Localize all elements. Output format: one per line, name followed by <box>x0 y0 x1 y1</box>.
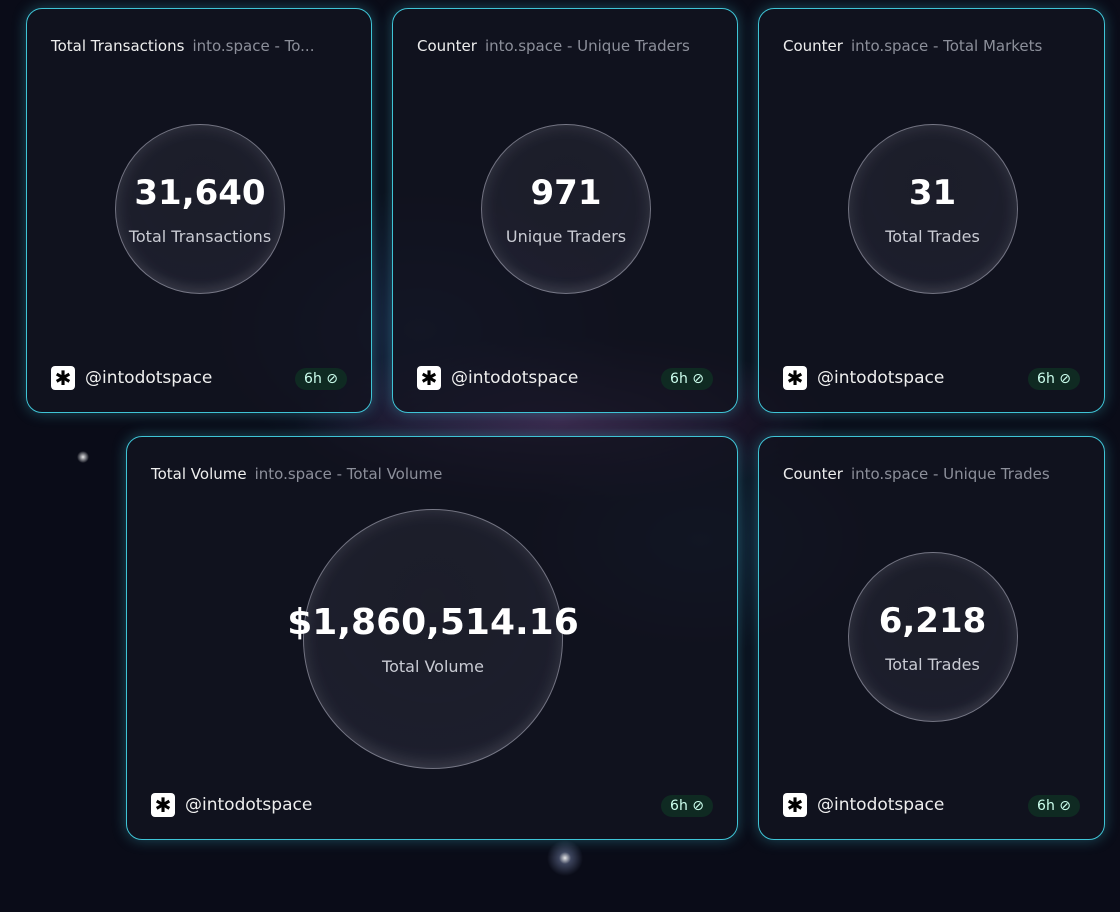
author-link[interactable]: ✱ @intodotspace <box>783 366 944 390</box>
card-header: Counter into.space - Unique Trades <box>783 465 1050 483</box>
author-link[interactable]: ✱ @intodotspace <box>151 793 312 817</box>
refresh-badge[interactable]: 6h ⊘ <box>661 795 713 817</box>
metric-value: $1,860,514.16 <box>287 602 579 643</box>
metric-card[interactable]: Counter into.space - Total Markets 31 Tot… <box>758 8 1105 413</box>
value-bubble: 971 Unique Traders <box>481 124 651 294</box>
card-title: Counter <box>783 37 843 55</box>
author-handle: @intodotspace <box>817 795 945 815</box>
logo-icon: ✱ <box>151 793 175 817</box>
metric-label: Total Volume <box>382 657 484 676</box>
card-subtitle: into.space - Unique Traders <box>484 37 690 55</box>
author-handle: @intodotspace <box>85 368 213 388</box>
metric-card[interactable]: Total Volume into.space - Total Volume $1… <box>126 436 738 840</box>
metric-value: 6,218 <box>878 600 987 641</box>
card-header: Total Volume into.space - Total Volume <box>151 465 442 483</box>
card-header: Total Transactions into.space - To... <box>51 37 314 55</box>
author-handle: @intodotspace <box>185 795 313 815</box>
value-bubble: 31,640 Total Transactions <box>115 124 285 294</box>
card-header: Counter into.space - Unique Traders <box>417 37 690 55</box>
author-link[interactable]: ✱ @intodotspace <box>783 793 944 817</box>
refresh-badge[interactable]: 6h ⊘ <box>661 368 713 390</box>
value-bubble: $1,860,514.16 Total Volume <box>287 509 579 769</box>
metric-label: Unique Traders <box>505 226 627 246</box>
logo-icon: ✱ <box>783 793 807 817</box>
metric-card[interactable]: Counter into.space - Unique Trades 6,218 … <box>758 436 1105 840</box>
metric-value: 31,640 <box>134 172 266 213</box>
card-subtitle: into.space - Total Markets <box>850 37 1043 55</box>
metric-label: Total Transactions <box>128 226 272 246</box>
metric-card[interactable]: Total Transactions into.space - To... 31,… <box>26 8 372 413</box>
metric-card[interactable]: Counter into.space - Unique Traders 971 U… <box>392 8 738 413</box>
value-bubble: 6,218 Total Trades <box>847 552 1018 722</box>
card-title: Total Volume <box>151 465 247 483</box>
author-handle: @intodotspace <box>817 368 945 388</box>
value-bubble: 31 Total Trades <box>847 124 1018 294</box>
refresh-badge[interactable]: 6h ⊘ <box>1028 368 1080 390</box>
metric-label: Total Trades <box>885 654 980 674</box>
card-subtitle: into.space - Total Volume <box>254 465 443 483</box>
card-title: Counter <box>417 37 477 55</box>
logo-icon: ✱ <box>51 366 75 390</box>
metric-value: 31 <box>908 172 957 213</box>
card-subtitle: into.space - Unique Trades <box>850 465 1050 483</box>
author-link[interactable]: ✱ @intodotspace <box>417 366 578 390</box>
card-title: Total Transactions <box>51 37 185 55</box>
logo-icon: ✱ <box>783 366 807 390</box>
refresh-badge[interactable]: 6h ⊘ <box>295 368 347 390</box>
author-link[interactable]: ✱ @intodotspace <box>51 366 212 390</box>
refresh-badge[interactable]: 6h ⊘ <box>1028 795 1080 817</box>
logo-icon: ✱ <box>417 366 441 390</box>
author-handle: @intodotspace <box>451 368 579 388</box>
card-header: Counter into.space - Total Markets <box>783 37 1042 55</box>
card-subtitle: into.space - To... <box>192 37 315 55</box>
metric-value: 971 <box>530 172 602 213</box>
metric-label: Total Trades <box>885 226 980 246</box>
card-title: Counter <box>783 465 843 483</box>
